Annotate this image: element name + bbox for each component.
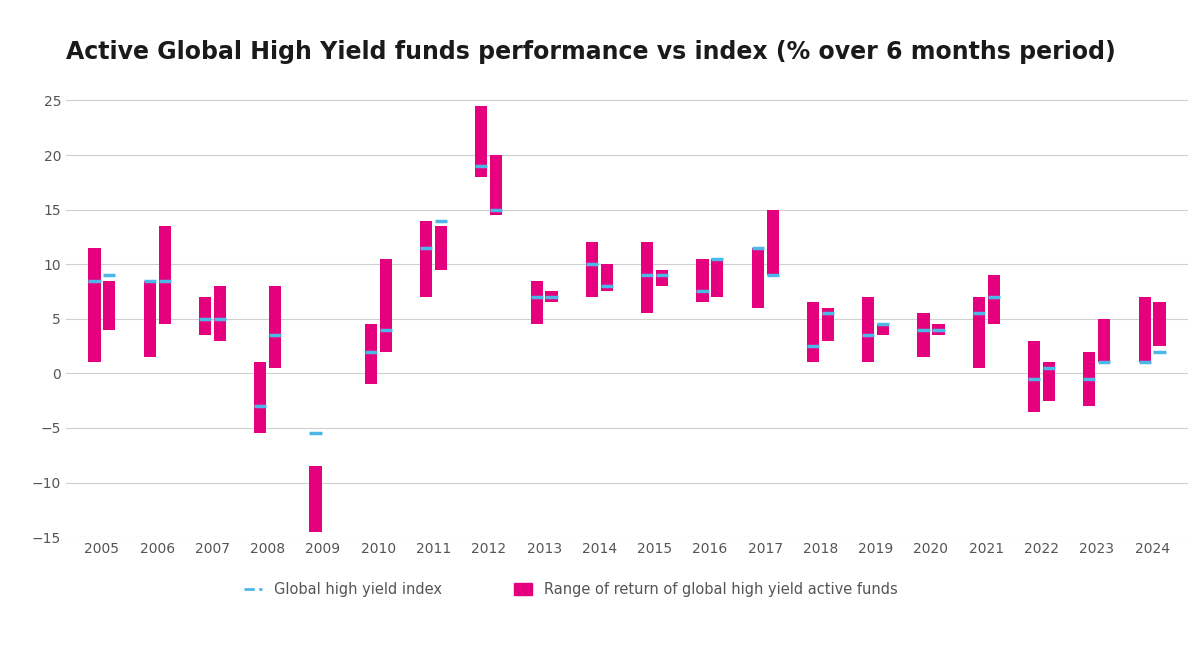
Bar [491,155,503,215]
Bar [254,362,266,434]
Bar [767,210,779,275]
Bar [269,286,281,368]
Bar [434,226,448,270]
Bar [103,280,115,329]
Bar [862,297,875,362]
Bar [365,324,377,384]
Bar [379,259,392,352]
Bar [530,280,542,324]
Bar [1098,319,1110,362]
Bar [806,303,820,362]
Bar [89,248,101,362]
Bar [144,280,156,357]
Bar [199,297,211,335]
Bar [712,259,724,297]
Bar [918,313,930,357]
Bar [1028,341,1040,411]
Bar [656,270,668,286]
Bar [214,286,226,341]
Bar [1084,352,1096,406]
Bar [1043,362,1055,401]
Legend: Global high yield index, Range of return of global high yield active funds: Global high yield index, Range of return… [239,576,904,603]
Bar [932,324,944,335]
Bar [751,248,763,308]
Bar [310,466,322,532]
Bar [641,242,653,313]
Bar [1153,303,1165,346]
Bar [973,297,985,368]
Bar [601,264,613,291]
Bar [475,106,487,177]
Bar [586,242,598,297]
Text: Active Global High Yield funds performance vs index (% over 6 months period): Active Global High Yield funds performan… [66,40,1116,64]
Bar [1139,297,1151,362]
Bar [420,221,432,297]
Bar [822,308,834,341]
Bar [877,324,889,335]
Bar [158,226,170,324]
Bar [546,291,558,303]
Bar [988,275,1000,324]
Bar [696,259,708,303]
